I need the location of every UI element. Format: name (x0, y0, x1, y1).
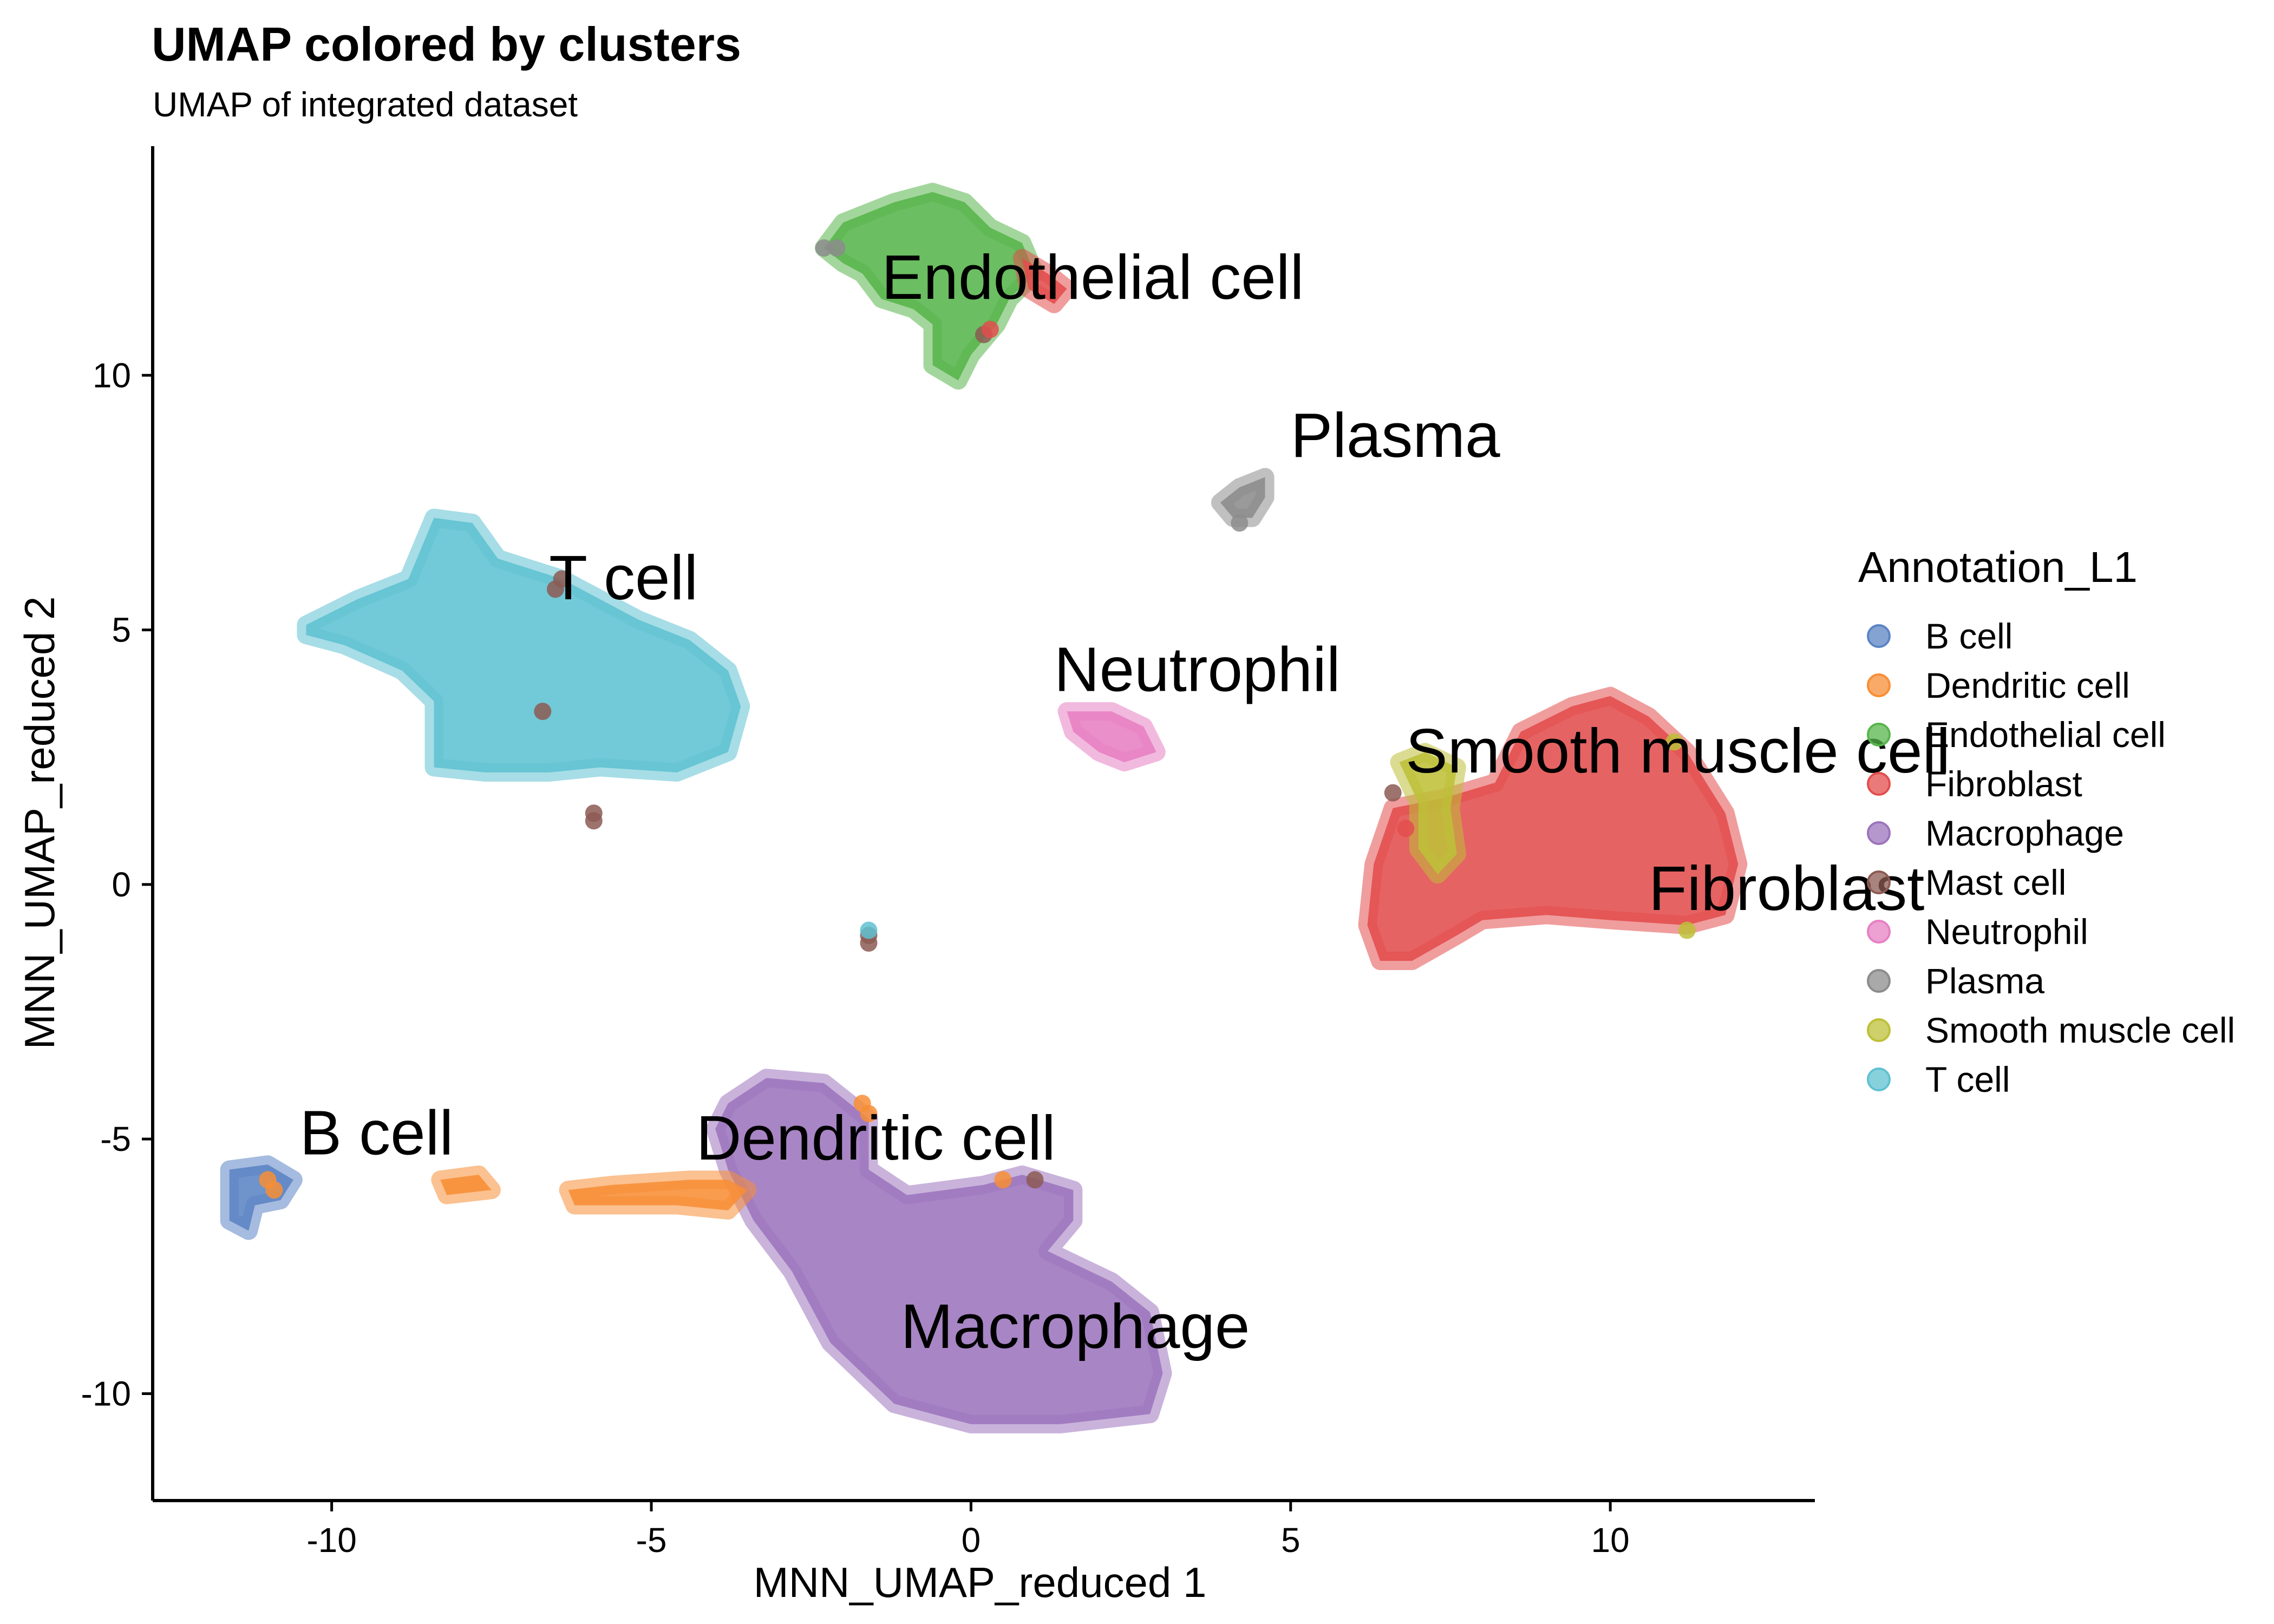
legend-item-t-cell: T cell (1867, 1059, 2010, 1099)
y-axis-title: MNN_UMAP_reduced 2 (16, 597, 63, 1050)
x-axis-ticks: -10 -5 0 5 10 (306, 1501, 1630, 1560)
x-axis-title: MNN_UMAP_reduced 1 (754, 1558, 1207, 1606)
legend-label: B cell (1925, 616, 2012, 656)
legend-swatch (1867, 969, 1891, 993)
chart-subtitle: UMAP of integrated dataset (153, 85, 578, 124)
legend-swatch (1867, 624, 1891, 648)
scatter-point (1231, 514, 1249, 532)
scatter-point (1384, 784, 1402, 802)
legend-item-neutrophil: Neutrophil (1867, 912, 2088, 952)
y-tick-label: 0 (112, 865, 131, 904)
y-tick-label: 10 (93, 356, 131, 395)
legend-item-b-cell: B cell (1867, 616, 2012, 656)
scatter-point (585, 812, 603, 830)
legend-swatch (1867, 920, 1891, 944)
x-tick-label: 0 (962, 1521, 981, 1560)
legend-label: Macrophage (1925, 813, 2124, 853)
cluster-fibroblast-points (1012, 248, 1076, 313)
cluster-t-cell-points (297, 508, 750, 782)
scatter-point (1665, 733, 1683, 751)
legend-swatch (1867, 870, 1891, 894)
x-tick-label: 10 (1591, 1521, 1630, 1560)
cluster-label-dendritic-cell: Dendritic cell (696, 1103, 1056, 1173)
legend-item-dendritic-cell: Dendritic cell (1867, 665, 2130, 705)
legend-item-macrophage: Macrophage (1867, 813, 2124, 853)
legend-title: Annotation_L1 (1858, 543, 2138, 591)
legend-swatch (1867, 1068, 1891, 1091)
y-tick-label: -5 (100, 1119, 131, 1158)
legend-swatch (1867, 821, 1891, 845)
scatter-point (815, 239, 833, 257)
cluster-macrophage-points (706, 1069, 1172, 1433)
legend-label: Neutrophil (1925, 912, 2088, 952)
legend-label: Endothelial cell (1925, 715, 2166, 755)
legend-label: T cell (1925, 1059, 2010, 1099)
scatter-point (981, 320, 999, 338)
scatter-point (853, 1095, 871, 1112)
cluster-label-endothelial-cell: Endothelial cell (881, 242, 1304, 312)
legend-item-smooth-muscle-cell: Smooth muscle cell (1867, 1010, 2235, 1050)
legend-item-endothelial-cell: Endothelial cell (1867, 715, 2166, 755)
scatter-point (828, 239, 846, 257)
cluster-plasma-points (1211, 468, 1275, 527)
legend: Annotation_L1 B cell Dendritic cell Endoth… (1858, 543, 2235, 1099)
legend-label: Plasma (1925, 961, 2044, 1001)
cluster-b-cell-points (220, 1155, 303, 1240)
legend-label: Fibroblast (1925, 764, 2082, 804)
scatter-point (259, 1171, 277, 1189)
scatter-point (1397, 820, 1415, 837)
cluster-dendritic-cell-points (431, 1165, 501, 1204)
y-tick-label: 5 (112, 611, 131, 650)
scatter-point (860, 921, 878, 939)
cluster-label-macrophage: Macrophage (901, 1291, 1250, 1361)
x-tick-label: 5 (1281, 1521, 1301, 1560)
chart-title: UMAP colored by clusters (152, 17, 741, 71)
legend-swatch (1867, 723, 1891, 746)
x-tick-label: -5 (636, 1521, 667, 1560)
scatter-point (534, 703, 552, 721)
cluster-label-neutrophil: Neutrophil (1054, 634, 1341, 704)
scatter-point (546, 580, 564, 598)
legend-item-plasma: Plasma (1867, 961, 2044, 1001)
cluster-label-plasma: Plasma (1291, 400, 1500, 470)
scatter-point (994, 1171, 1012, 1189)
scatter-point (1026, 1171, 1044, 1189)
legend-label: Mast cell (1925, 862, 2066, 902)
cluster-label-t-cell: T cell (549, 542, 698, 613)
cluster-label-smooth-muscle-cell: Smooth muscle cell (1406, 716, 1950, 786)
cluster-smooth-muscle-cell-points (1390, 743, 1466, 884)
scatter-point (1678, 921, 1696, 939)
cluster-neutrophil-points (1057, 702, 1166, 772)
legend-swatch (1867, 1018, 1891, 1042)
legend-swatch (1867, 673, 1891, 697)
legend-swatch (1867, 772, 1891, 796)
x-tick-label: -10 (306, 1521, 357, 1560)
legend-label: Dendritic cell (1925, 665, 2130, 705)
y-tick-label: -10 (81, 1374, 132, 1413)
scatter-point (860, 934, 878, 952)
cluster-label-b-cell: B cell (300, 1097, 454, 1168)
plot-area (220, 182, 1748, 1433)
legend-item-mast-cell: Mast cell (1867, 862, 2066, 902)
legend-label: Smooth muscle cell (1925, 1010, 2235, 1050)
legend-item-fibroblast: Fibroblast (1867, 764, 2082, 804)
y-axis-ticks: -10 -5 0 5 10 (81, 356, 153, 1413)
cluster-dendritic-cell-points (559, 1170, 757, 1220)
